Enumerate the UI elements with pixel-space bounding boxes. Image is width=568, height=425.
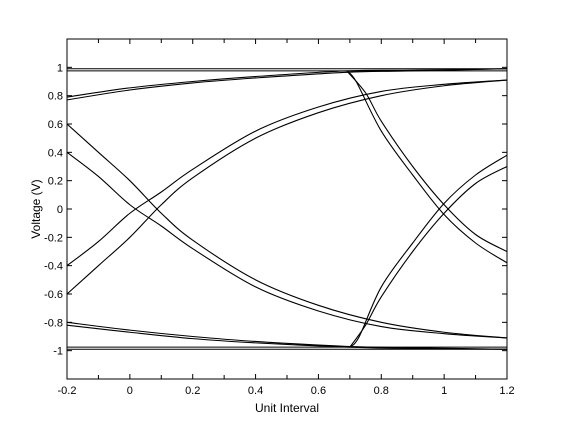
y-tick-label: -0.6 [44, 289, 63, 301]
eye-trace-6 [66, 68, 508, 98]
y-tick-label: -0.2 [44, 232, 63, 244]
eye-trace-9 [66, 79, 508, 295]
y-tick-label: -0.4 [44, 261, 63, 273]
y-tick-label: 0.8 [48, 91, 63, 103]
y-tick-label: 0 [57, 204, 63, 216]
x-tick-label: -0.2 [58, 385, 77, 397]
x-axis-label: Unit Interval [255, 401, 319, 415]
x-tick-label: 0.2 [185, 385, 200, 397]
x-tick-label: 1.2 [499, 385, 514, 397]
eye-trace-10 [66, 79, 508, 267]
plot-area [66, 38, 508, 380]
x-tick-label: 0.6 [311, 385, 326, 397]
eye-trace-5 [66, 68, 508, 101]
y-tick-label: -1 [53, 346, 63, 358]
y-tick-label: 0.2 [48, 176, 63, 188]
eye-trace-12 [66, 151, 508, 339]
x-tick-label: 0 [127, 385, 133, 397]
eye-trace-15 [349, 166, 508, 348]
eye-trace-14 [346, 70, 508, 264]
x-tick-label: 1 [441, 385, 447, 397]
eye-trace-7 [66, 321, 508, 350]
y-tick-label: -0.8 [44, 317, 63, 329]
y-tick-label: 0.6 [48, 119, 63, 131]
x-tick-label: 0.4 [248, 385, 263, 397]
y-tick-label: 0.4 [48, 147, 63, 159]
eye-trace-13 [346, 70, 508, 252]
eye-trace-11 [66, 123, 508, 339]
eye-trace-16 [349, 154, 508, 348]
y-tick-label: 1 [57, 62, 63, 74]
y-axis-label: Voltage (V) [29, 179, 43, 238]
series-layer [66, 68, 508, 350]
axis-ticks: -0.2 0 0.2 0.4 0.6 0.8 1 1.2 -1 -0.8 -0.6 -0.4 -0.2 0… [44, 39, 515, 397]
x-tick-label: 0.8 [374, 385, 389, 397]
eye-trace-8 [66, 324, 508, 350]
